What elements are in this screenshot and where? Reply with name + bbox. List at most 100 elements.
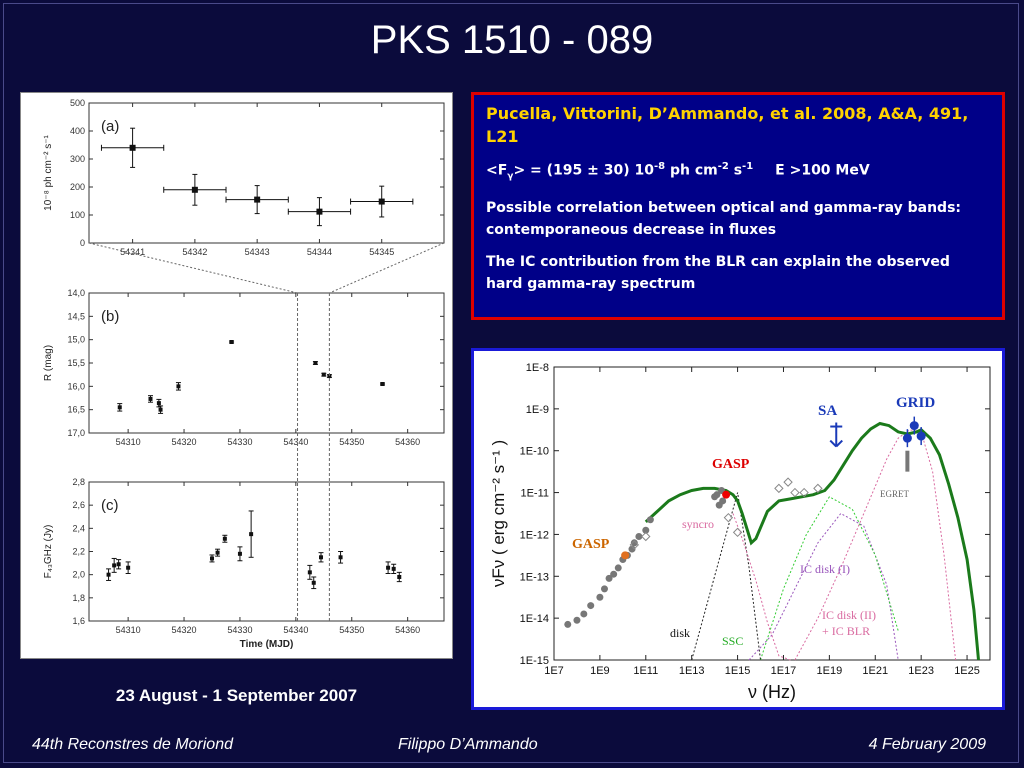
gasp-optical-label: GASP (712, 457, 750, 472)
panel-label: (a) (101, 118, 119, 135)
y-tick-label: 1,6 (72, 616, 85, 626)
y-tick-label: 100 (70, 210, 85, 220)
data-point (311, 580, 316, 585)
archival-data-point (719, 497, 727, 505)
data-point (386, 565, 391, 570)
footer-author: Filippo D’Ammando (398, 736, 538, 753)
data-point (378, 198, 385, 205)
x-tick-label: 54340 (283, 437, 308, 447)
y-tick-label: 17,0 (67, 428, 85, 438)
x-tick-label: 54330 (227, 437, 252, 447)
sed-figure: 1E-15 1E-14 1E-13 1E-12 1E-11 1E-10 1E-9 1E-8 1E… (471, 348, 1005, 710)
y-tick-label: 16,5 (67, 405, 85, 415)
archival-data-point (630, 539, 638, 547)
y-tick-label: 15,5 (67, 358, 85, 368)
x-tick-label: 54310 (116, 437, 141, 447)
grid-data-point (902, 433, 912, 443)
archival-open-point (629, 540, 640, 550)
x-tick-label: 1E13 (679, 665, 705, 677)
egret-label: EGRET (880, 489, 909, 499)
y-tick-label: 14,5 (67, 311, 85, 321)
flux-sub: γ (507, 171, 514, 182)
data-point (229, 340, 234, 344)
x-tick-label: 1E9 (590, 665, 610, 677)
archival-open-point (790, 487, 800, 498)
y-tick-label: 1E-12 (520, 529, 549, 541)
x-tick-label: 54344 (307, 247, 332, 257)
data-point (215, 550, 220, 555)
sa-upper-limit-arrow (829, 439, 837, 448)
y-tick-label: 14,0 (67, 288, 85, 298)
syncro-label: syncro (682, 517, 714, 531)
x-axis-label: Time (MJD) (240, 639, 294, 650)
archival-open-point (641, 531, 651, 542)
archival-data-point (587, 602, 595, 610)
data-point (112, 563, 117, 568)
x-tick-label: 1E15 (725, 665, 751, 677)
sed-model-curve (691, 492, 761, 661)
plot-frame (553, 366, 991, 661)
flux-unit1: ph cm (665, 162, 718, 179)
light-curves-caption: 23 August - 1 September 2007 (115, 686, 358, 705)
archival-open-point (813, 483, 823, 494)
y-tick-label: 2,2 (72, 547, 85, 557)
y-tick-label: 300 (70, 154, 85, 164)
data-point (106, 572, 111, 577)
x-tick-label: 54350 (339, 437, 364, 447)
panel-label: (b) (101, 308, 119, 325)
sed-svg: 1E-15 1E-14 1E-13 1E-12 1E-11 1E-10 1E-9 1E-8 1E… (489, 362, 991, 702)
flux-exp1: -8 (653, 161, 666, 172)
data-point (307, 570, 312, 575)
slide-frame (3, 3, 1019, 763)
x-tick-label: 54342 (182, 247, 207, 257)
y-tick-label: 1E-8 (526, 362, 549, 374)
data-point (391, 566, 396, 571)
gasp-radio-label: GASP (572, 537, 610, 552)
slide-title: PKS 1510 - 089 (370, 18, 654, 62)
data-point (148, 396, 153, 401)
data-point (129, 144, 136, 151)
x-tick-label: 54345 (369, 247, 394, 257)
light-curves-svg: 0 100 200 300 400 500 54341 54342 54343 54344 5434… (43, 98, 445, 650)
flux-exp2: -2 (717, 161, 729, 172)
y-tick-label: 1E-10 (520, 446, 549, 458)
y-tick-label: 2,4 (72, 523, 85, 533)
y-tick-label: 400 (70, 126, 85, 136)
grid-data-point (909, 421, 919, 431)
data-point (249, 532, 254, 537)
archival-data-point (605, 574, 613, 582)
x-tick-label: 54340 (283, 625, 308, 635)
y-tick-label: 0 (80, 238, 85, 248)
data-point (158, 407, 163, 412)
x-tick-label: 54360 (395, 625, 420, 635)
sed-model-curve (748, 512, 899, 661)
data-point (316, 208, 323, 215)
panel-label: (c) (101, 497, 119, 514)
data-point (327, 374, 332, 379)
archival-data-point (614, 564, 622, 572)
gasp-optical-point (722, 490, 731, 499)
data-point (116, 562, 121, 567)
data-point (254, 196, 261, 203)
data-point (319, 555, 324, 560)
data-point (191, 186, 198, 193)
flux-open: <F (486, 162, 508, 179)
x-tick-label: 54310 (116, 625, 141, 635)
y-tick-label: 2,8 (72, 477, 85, 487)
x-axis-label: ν (Hz) (748, 682, 796, 702)
archival-open-point (723, 512, 734, 523)
ssc-label: SSC (722, 634, 743, 648)
mean-flux-line: <Fγ> = (195 ± 30) 10-8 ph cm-2 s-1 E >100… (486, 156, 990, 187)
sed-model-curve (760, 496, 899, 661)
y-tick-label: 2,6 (72, 500, 85, 510)
data-point (176, 384, 181, 389)
archival-data-point (596, 593, 604, 601)
y-axis-label: νFν ( erg cm⁻² s⁻¹ ) (489, 440, 508, 587)
correlation-text: Possible correlation between optical and… (486, 200, 961, 239)
y-axis-label: F₄₃GHz (Jy) (43, 525, 54, 579)
archival-data-point (713, 491, 721, 499)
y-axis-label: R (mag) (43, 345, 54, 381)
x-tick-label: 54350 (339, 625, 364, 635)
archival-data-point (610, 570, 618, 578)
data-point (126, 565, 131, 570)
